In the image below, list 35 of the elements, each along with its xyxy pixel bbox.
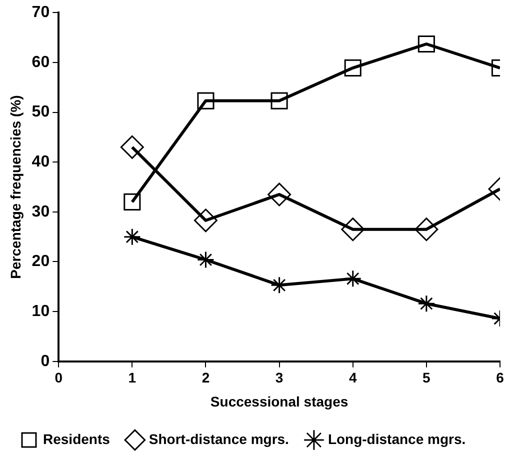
x-tick-label: 2 bbox=[202, 370, 210, 386]
x-tick-label: 6 bbox=[496, 370, 504, 386]
x-tick-label: 3 bbox=[275, 370, 284, 386]
point bbox=[414, 218, 438, 242]
point bbox=[270, 276, 288, 294]
x-tick-label: 5 bbox=[422, 370, 431, 386]
y-tick-label: 50 bbox=[32, 104, 50, 121]
y-tick-label: 40 bbox=[32, 153, 50, 170]
y-tick-label: 20 bbox=[32, 253, 50, 270]
point bbox=[268, 182, 292, 206]
y-tick-label: 0 bbox=[40, 352, 50, 370]
x-axis-title: Successional stages bbox=[210, 393, 348, 410]
y-tick-label: 70 bbox=[32, 4, 50, 22]
legend-label: Residents bbox=[43, 430, 110, 447]
point bbox=[124, 193, 141, 210]
y-tick-label: 30 bbox=[32, 203, 50, 220]
point bbox=[120, 135, 144, 159]
point bbox=[344, 59, 362, 76]
point bbox=[341, 218, 365, 242]
y-tick-label: 10 bbox=[32, 302, 50, 320]
point bbox=[418, 294, 436, 312]
point bbox=[270, 92, 288, 110]
point bbox=[344, 270, 362, 288]
point bbox=[197, 92, 214, 110]
legend-label: Short-distance mgrs. bbox=[148, 430, 289, 447]
y-tick-label: 60 bbox=[32, 54, 50, 71]
point bbox=[123, 228, 141, 246]
y-axis-title: Percentage frequencies (%) bbox=[7, 95, 24, 279]
point bbox=[196, 251, 214, 268]
x-tick-label: 4 bbox=[348, 370, 357, 386]
x-tick-label: 1 bbox=[128, 370, 136, 386]
x-tick-label: 0 bbox=[54, 370, 63, 386]
point bbox=[194, 208, 218, 232]
legend-label: Long-distance mgrs. bbox=[328, 430, 466, 447]
point bbox=[418, 35, 435, 53]
